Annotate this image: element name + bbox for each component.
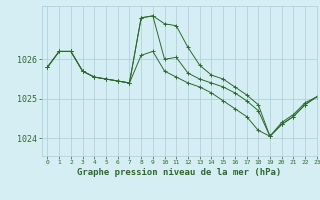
X-axis label: Graphe pression niveau de la mer (hPa): Graphe pression niveau de la mer (hPa): [77, 168, 281, 177]
